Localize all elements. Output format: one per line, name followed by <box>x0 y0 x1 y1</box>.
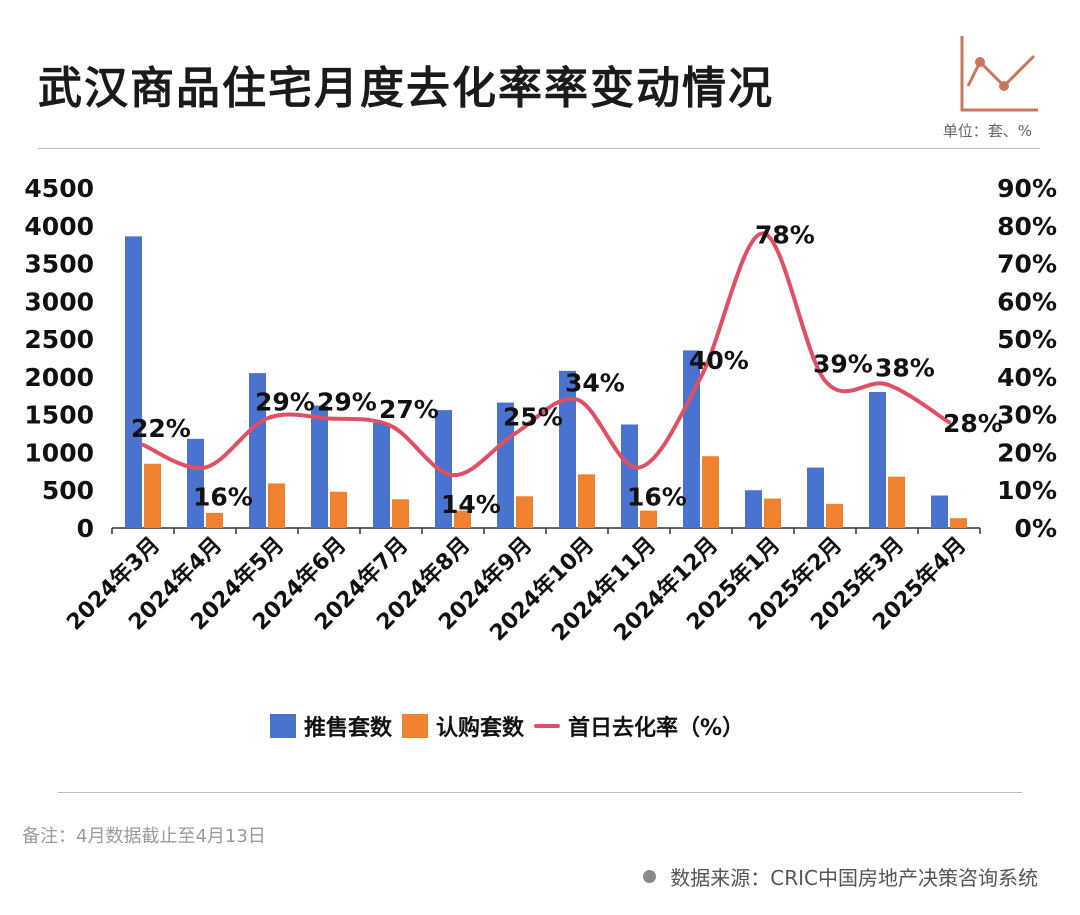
bar-supply <box>373 422 390 528</box>
bar-supply <box>187 438 204 528</box>
page-title: 武汉商品住宅月度去化率率变动情况 <box>38 63 774 114</box>
bar-supply <box>745 490 762 528</box>
bar-sub <box>578 474 595 528</box>
bar-sub <box>144 463 161 528</box>
legend-label-rate: 首日去化率（%） <box>568 716 745 741</box>
bar-supply <box>807 467 824 528</box>
bar-supply <box>559 370 576 528</box>
y-left-tick-label: 2500 <box>24 325 94 354</box>
bar-sub <box>702 456 719 528</box>
y-right-tick-label: 30% <box>997 401 1057 430</box>
bar-supply <box>125 236 142 528</box>
bar-sub <box>640 510 657 528</box>
y-left-tick-label: 4500 <box>24 174 94 203</box>
bar-sub <box>206 512 223 528</box>
legend-swatch-rate <box>534 724 561 728</box>
y-left-tick-label: 4000 <box>24 212 94 241</box>
y-right-tick-label: 20% <box>997 438 1057 467</box>
line-chart-logo-icon <box>960 36 1038 112</box>
bar-supply <box>683 350 700 528</box>
rate-data-label: 78% <box>755 220 815 249</box>
unit-label: 单位：套、% <box>942 122 1032 140</box>
bar-supply <box>311 405 328 528</box>
y-right-tick-label: 80% <box>997 212 1057 241</box>
bar-supply <box>435 410 452 528</box>
y-right-tick-label: 90% <box>997 174 1057 203</box>
rate-data-label: 29% <box>255 387 315 416</box>
bar-supply <box>621 424 638 528</box>
legend-item-supply: 推售套数 <box>270 710 392 742</box>
rate-data-label: 39% <box>813 350 873 379</box>
bar-sub <box>268 483 285 528</box>
y-left-tick-label: 3000 <box>24 287 94 316</box>
data-source-label: 数据来源：CRIC中国房地产决策咨询系统 <box>670 866 1038 890</box>
rate-data-label: 38% <box>875 353 935 382</box>
bar-supply <box>931 495 948 528</box>
rate-data-label: 27% <box>379 395 439 424</box>
bar-sub <box>950 518 967 528</box>
source-dot-icon <box>643 870 657 883</box>
rate-line <box>141 231 951 478</box>
y-left-tick-label: 1000 <box>24 438 94 467</box>
rate-data-label: 34% <box>565 369 625 398</box>
legend-item-rate: 首日去化率（%） <box>534 710 744 742</box>
bottom-divider <box>58 792 1022 793</box>
y-right-tick-label: 0% <box>1015 514 1057 543</box>
y-right-tick-label: 70% <box>997 250 1057 279</box>
y-left-tick-label: 3500 <box>24 250 94 279</box>
legend-swatch-supply <box>270 714 296 738</box>
legend-swatch-sub <box>402 714 429 738</box>
y-right-tick-label: 50% <box>997 325 1057 354</box>
bar-supply <box>869 392 886 528</box>
y-right-tick-label: 10% <box>997 476 1057 505</box>
y-left-tick-label: 500 <box>42 476 94 505</box>
bar-sub <box>330 491 347 528</box>
bar-sub <box>826 503 843 528</box>
legend-label-sub: 认购套数 <box>436 716 525 741</box>
rate-data-label: 29% <box>317 387 377 416</box>
bar-sub <box>888 476 905 528</box>
bar-supply <box>249 373 266 528</box>
bar-sub <box>454 510 471 528</box>
legend-item-sub: 认购套数 <box>402 710 524 742</box>
rate-data-label: 25% <box>503 403 563 432</box>
rate-data-label: 16% <box>193 483 253 512</box>
top-divider <box>38 148 1040 149</box>
y-right-tick-label: 60% <box>997 287 1057 316</box>
y-left-tick-label: 2000 <box>24 363 94 392</box>
chart-legend: 推售套数 认购套数 首日去化率（%） <box>270 710 754 742</box>
bar-supply <box>497 402 514 528</box>
y-left-tick-label: 1500 <box>24 401 94 430</box>
y-left-tick-label: 0 <box>77 514 94 543</box>
rate-data-label: 28% <box>943 409 1003 438</box>
bar-sub <box>516 496 533 528</box>
bar-sub <box>392 499 409 528</box>
rate-data-label: 22% <box>131 414 191 443</box>
data-source: 数据来源：CRIC中国房地产决策咨询系统 <box>643 862 1038 891</box>
rate-data-label: 14% <box>441 490 501 519</box>
footnote: 备注：4月数据截止至4月13日 <box>22 826 266 847</box>
bar-sub <box>764 498 781 528</box>
rate-data-label: 40% <box>689 346 749 375</box>
rate-data-label: 16% <box>627 483 687 512</box>
bar-line-chart: 0 500 1000 1500 2000 2500 3000 3500 4000 4500 0% 10… <box>24 174 1057 646</box>
y-right-tick-label: 40% <box>997 363 1057 392</box>
legend-label-supply: 推售套数 <box>304 716 393 741</box>
